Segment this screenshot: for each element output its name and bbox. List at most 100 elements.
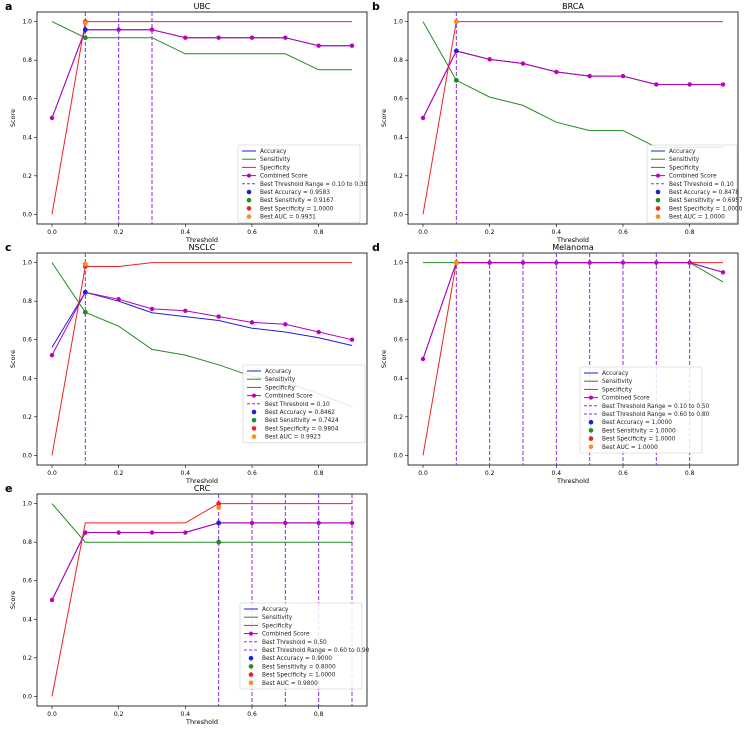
legend-entry: Best Specificity = 1.0000 [602,437,676,443]
series-point-combined [554,69,559,75]
x-tick-label: 0.4 [181,470,191,477]
series-point-combined [249,520,255,526]
y-tick-label: 0.6 [22,578,32,585]
panel-letter: c [5,241,12,254]
best-specificity-point [216,501,222,507]
series-point-combined [283,520,288,526]
legend-marker-combined [252,393,256,398]
series-line-specificity [51,503,352,697]
series-point-combined [183,308,188,314]
y-tick-label: 0.0 [22,211,32,218]
series-point-combined [49,597,55,603]
chart-title: UBC [194,2,211,11]
panel-letter: e [5,482,12,495]
series-point-combined [49,115,55,121]
panel-letter: a [5,0,12,13]
legend-entry: Best AUC = 0.9923 [265,435,321,441]
series-line-specificity [51,262,352,456]
x-tick-label: 0.8 [685,470,695,477]
panel-letter: b [372,0,380,13]
legend-box [239,602,363,690]
legend-entry: Best Specificity = 1.0000 [260,206,334,212]
legend-dot-best_specificity [248,672,254,677]
legend-entry: Accuracy [669,149,696,155]
legend-box [242,364,366,444]
series-point-combined [183,35,188,40]
plot-frame [36,11,368,225]
y-tick-label: 0.0 [393,211,403,218]
legend-dot-best_accuracy [588,419,594,425]
y-tick-label: 0.0 [22,452,32,459]
panel-letter: d [372,241,380,254]
best-sensitivity-point [82,35,88,41]
legend-dot-best_specificity [655,206,661,211]
legend-entry: Accuracy [265,369,292,375]
legend-dot-best_auc [655,214,661,219]
x-axis-label: Threshold [185,718,218,726]
best-auc-point [216,505,222,510]
y-tick-label: 0.8 [393,298,403,305]
series-line-sensitivity [51,21,352,71]
chart-title: CRC [194,484,211,493]
y-tick-label: 0.4 [22,134,32,141]
series-point-combined [283,322,288,327]
legend-entry: Combined Score [265,394,313,400]
series-point-combined [587,73,592,79]
x-tick-label: 0.2 [485,229,495,236]
y-axis-label: Score [9,591,17,609]
series-point-combined [620,73,626,79]
chart-title: Melanoma [552,243,594,252]
y-tick-label: 0.2 [22,173,32,180]
y-tick-label: 1.0 [22,260,32,267]
best-accuracy-point [216,520,222,526]
x-tick-label: 0.2 [114,229,124,236]
x-tick-label: 0.2 [114,711,124,718]
x-tick-label: 0.8 [685,229,695,236]
legend-dot-best_sensitivity [588,428,594,433]
legend-dot-best_specificity [246,206,252,211]
y-axis-label: Score [9,350,17,368]
x-tick-label: 0.6 [618,229,628,236]
y-tick-label: 0.0 [22,693,32,700]
x-tick-label: 0.6 [247,711,257,718]
legend-entry: Best AUC = 0.9931 [260,215,316,221]
series-line-sensitivity [51,503,352,543]
legend: Accuracy Sensitivity Specificity Combined S… [646,144,743,224]
x-tick-label: 0.6 [247,229,257,236]
x-tick-label: 0.0 [418,229,428,236]
best-sensitivity-point [453,77,459,83]
x-tick-label: 0.4 [181,229,191,236]
legend-box [237,144,361,224]
x-axis-label: Threshold [185,477,218,485]
y-tick-label: 1.0 [393,19,403,26]
legend-entry: Best Threshold Range = 0.60 to 0.80 [602,412,710,418]
legend-entry: Sensitivity [669,157,700,163]
series-point-combined [149,530,155,535]
x-tick-label: 0.0 [47,229,57,236]
legend-dot-best_accuracy [655,189,661,195]
y-axis-label: Score [380,350,388,368]
legend-box [646,144,738,224]
y-tick-label: 0.6 [393,96,403,103]
plot-frame [36,493,368,707]
best-accuracy-point [82,289,88,295]
best-accuracy-point [453,48,459,54]
x-tick-label: 0.8 [314,711,324,718]
chart-title: NSCLC [189,243,216,252]
x-tick-label: 0.8 [314,470,324,477]
legend-entry: Best Sensitivity = 0.8000 [262,664,336,670]
series-point-combined [116,530,121,535]
legend-entry: Specificity [602,387,632,393]
x-tick-label: 0.4 [552,470,562,477]
series-line-specificity [51,21,352,215]
chart-panel-c: c NSCLC 0.0 0.2 0.4 0.6 0.8 0.0 0.2 0.4 0.6 0.8 1.0 T… [5,241,368,485]
legend-entry: Sensitivity [265,377,296,383]
chart-panel-e: e CRC 0.0 0.2 0.4 0.6 0.8 0.0 0.2 0.4 0.6 0.8 1.0 Thr… [5,482,370,726]
x-tick-label: 0.6 [618,470,628,477]
legend-marker-combined [589,395,593,400]
series-point-combined [249,320,255,325]
legend-entry: Combined Score [262,632,310,638]
series-point-combined [283,35,288,40]
legend-entry: Specificity [669,165,699,171]
x-tick-label: 0.0 [418,470,428,477]
